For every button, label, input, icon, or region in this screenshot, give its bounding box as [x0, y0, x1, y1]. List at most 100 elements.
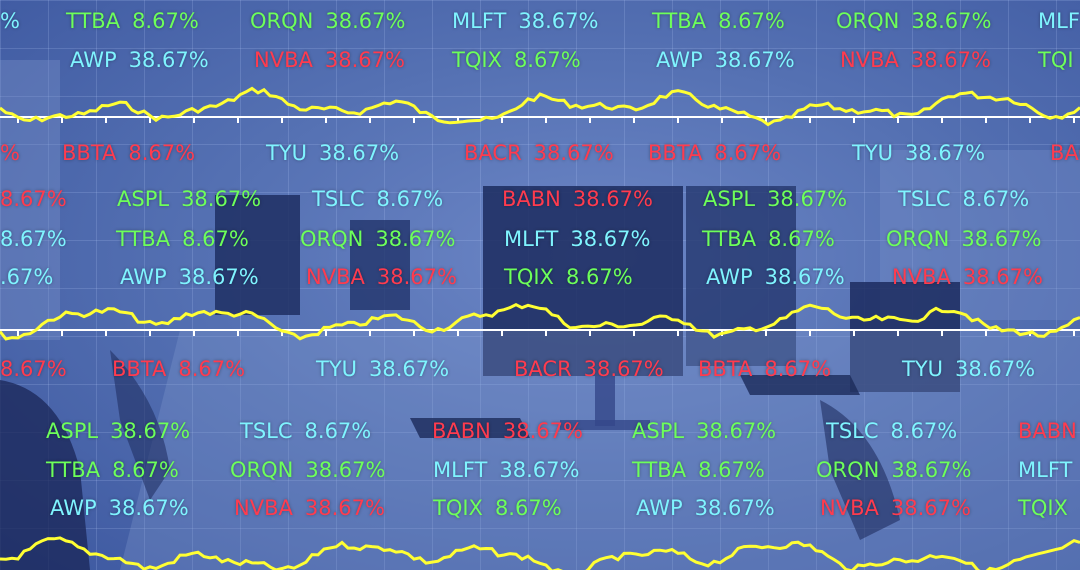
ticker-change-percent: 38.67%	[533, 141, 614, 165]
ticker-symbol: ORQN	[886, 227, 950, 251]
ticker-symbol: NVBA	[254, 48, 313, 72]
ticker-symbol: TYU	[316, 357, 358, 381]
ticker-quote: TQIX	[1018, 493, 1080, 523]
ticker-quote: MLFT 38.67%	[433, 455, 579, 485]
ticker-quote: AWP 38.67%	[706, 262, 845, 292]
ticker-quote: 8.67%	[0, 184, 67, 214]
ticker-symbol: NVBA	[892, 265, 951, 289]
ticker-symbol: TYU	[266, 141, 308, 165]
keyboard-2	[740, 375, 860, 395]
ticker-symbol: NVBA	[820, 496, 879, 520]
ticker-change-percent: 38.67%	[325, 9, 406, 33]
ticker-symbol: NVBA	[840, 48, 899, 72]
ticker-quote: .67%	[0, 262, 53, 292]
monitor-1	[215, 195, 300, 315]
ticker-quote: NVBA 38.67%	[840, 45, 991, 75]
ticker-quote: NVBA 38.67%	[892, 262, 1043, 292]
ticker-symbol: TSLC	[898, 187, 951, 211]
ticker-quote: AWP 38.67%	[636, 493, 775, 523]
ticker-quote: BABN	[1018, 416, 1080, 446]
ticker-change-percent: 38.67%	[696, 419, 777, 443]
ticker-change-percent: 8.67%	[132, 9, 199, 33]
ticker-change-percent: 38.67%	[376, 265, 457, 289]
ticker-change-percent: 8.67%	[0, 187, 67, 211]
ticker-symbol: TTBA	[46, 458, 101, 482]
ticker-row: 8.67% ASPL 38.67% TSLC 8.67% BABN 38.67% ASPL 38…	[0, 184, 1080, 214]
ticker-quote: AWP 38.67%	[70, 45, 209, 75]
ticker-quote: ORQN 38.67%	[886, 224, 1041, 254]
ticker-symbol: TQIX	[452, 48, 502, 72]
ticker-quote: ORQN 38.67%	[300, 224, 455, 254]
price-line-top	[0, 86, 1080, 127]
ticker-change-percent: 38.67%	[962, 265, 1043, 289]
ticker-symbol: MLFT	[1018, 458, 1073, 482]
ticker-symbol: BACR	[464, 141, 522, 165]
ticker-change-percent: 38.67%	[110, 419, 191, 443]
ticker-change-percent: 38.67%	[961, 227, 1042, 251]
ticker-quote: BABN 38.67%	[502, 184, 653, 214]
ticker-quote: ORQN 38.67%	[836, 6, 991, 36]
ticker-symbol: MLF	[1038, 9, 1080, 33]
ticker-row: 8.67% TTBA 8.67% ORQN 38.67% MLFT 38.67% TTBA 8.…	[0, 224, 1080, 254]
monitor-3	[483, 186, 683, 376]
ticker-quote: TTBA 8.67%	[702, 224, 835, 254]
ticker-change-percent: 8.67%	[178, 357, 246, 381]
ticker-quote: AWP 38.67%	[120, 262, 259, 292]
axis-ticks-top	[17, 117, 1075, 123]
ticker-change-percent: 8.67%	[182, 227, 249, 251]
ticker-symbol: BAC	[1050, 141, 1080, 165]
ticker-symbol: AWP	[70, 48, 117, 72]
ticker-quote: TSLC 8.67%	[898, 184, 1029, 214]
axis-ticks-middle	[17, 330, 1075, 336]
ticker-quote: TQI	[1038, 45, 1080, 75]
ticker-change-percent: 38.67%	[319, 141, 400, 165]
ticker-quote: TTBA 8.67%	[116, 224, 249, 254]
monitor-stand	[595, 376, 615, 426]
ticker-symbol: BACR	[514, 357, 572, 381]
ticker-symbol: ORQN	[836, 9, 900, 33]
ticker-change-percent: 38.67%	[767, 187, 848, 211]
ticker-symbol: ASPL	[632, 419, 685, 443]
office-chair-back	[110, 350, 170, 500]
ticker-change-percent: 8.67%	[304, 419, 372, 443]
ticker-change-percent: 38.67%	[570, 227, 651, 251]
ticker-symbol: ORQN	[816, 458, 880, 482]
ticker-quote: BAC	[1050, 138, 1080, 168]
ticker-symbol: BBTA	[698, 357, 753, 381]
ticker-symbol: TYU	[902, 357, 944, 381]
ticker-symbol: BBTA	[62, 141, 117, 165]
ticker-row: AWP 38.67% NVBA 38.67% TQIX 8.67% AWP 38.67% NVB…	[0, 493, 1080, 523]
ticker-change-percent: 38.67%	[178, 265, 259, 289]
ticker-change-percent: 8.67%	[376, 187, 444, 211]
ticker-quote: TYU 38.67%	[316, 354, 449, 384]
ticker-change-percent: 8.67%	[565, 265, 633, 289]
ticker-symbol: TSLC	[826, 419, 879, 443]
ticker-change-percent: 8.67%	[698, 458, 765, 482]
ticker-quote: BABN 38.67%	[432, 416, 583, 446]
ticker-quote: TTBA 8.67%	[652, 6, 785, 36]
ticker-change-percent: 38.67%	[694, 496, 775, 520]
ticker-quote: AWP 38.67%	[50, 493, 189, 523]
ticker-change-percent: 38.67%	[890, 496, 971, 520]
ticker-symbol: TQIX	[433, 496, 483, 520]
ticker-quote: AWP 38.67%	[656, 45, 795, 75]
office-chair-right	[820, 400, 900, 540]
ticker-change-percent: %	[0, 141, 20, 165]
ticker-symbol: ORQN	[250, 9, 314, 33]
ticker-change-percent: 38.67%	[518, 9, 599, 33]
ticker-quote: TYU 38.67%	[266, 138, 399, 168]
ticker-quote: ASPL 38.67%	[46, 416, 190, 446]
ticker-symbol: TSLC	[240, 419, 293, 443]
ticker-quote: BBTA 8.67%	[698, 354, 831, 384]
ticker-change-percent: 38.67%	[891, 458, 972, 482]
ticker-quote: ORQN 38.67%	[230, 455, 385, 485]
ticker-quote: TTBA 8.67%	[46, 455, 179, 485]
ticker-quote: %	[0, 6, 20, 36]
ticker-change-percent: 38.67%	[128, 48, 209, 72]
ticker-change-percent: 38.67%	[764, 265, 845, 289]
ticker-symbol: TTBA	[66, 9, 121, 33]
ticker-change-percent: 38.67%	[181, 187, 262, 211]
ticker-quote: TSLC 8.67%	[240, 416, 371, 446]
price-line-middle	[0, 303, 1080, 341]
ticker-quote: ASPL 38.67%	[632, 416, 776, 446]
